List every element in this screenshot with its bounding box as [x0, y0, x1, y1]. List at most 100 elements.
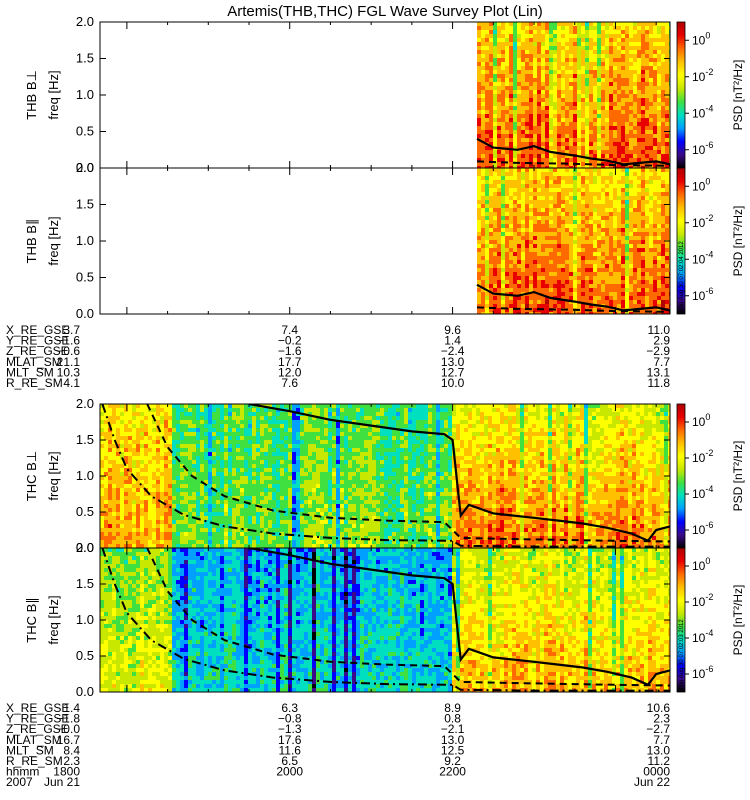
heatmap-cell — [521, 114, 526, 119]
heatmap-cell — [497, 54, 502, 59]
heatmap-cell — [124, 476, 129, 481]
heatmap-cell — [541, 240, 546, 245]
heatmap-cell — [168, 492, 173, 497]
heatmap-cell — [152, 444, 157, 449]
heatmap-cell — [661, 168, 666, 173]
heatmap-cell — [521, 158, 526, 163]
heatmap-cell — [212, 500, 217, 505]
heatmap-cell — [513, 212, 518, 217]
heatmap-cell — [565, 208, 570, 213]
heatmap-cell — [489, 224, 494, 229]
heatmap-cell — [605, 260, 610, 265]
heatmap-cell — [485, 196, 490, 201]
heatmap-cell — [541, 150, 546, 155]
heatmap-cell — [116, 488, 121, 493]
heatmap-cell — [208, 496, 213, 501]
heatmap-cell — [657, 192, 662, 197]
heatmap-cell — [497, 162, 502, 167]
heatmap-cell — [537, 66, 542, 71]
heatmap-cell — [100, 496, 105, 501]
heatmap-cell — [513, 208, 518, 213]
heatmap-cell — [653, 146, 658, 151]
heatmap-cell — [505, 46, 510, 51]
heatmap-cell — [633, 118, 638, 123]
heatmap-cell — [509, 162, 514, 167]
heatmap-cell — [657, 304, 662, 309]
heatmap-cell — [180, 424, 185, 429]
heatmap-cell — [517, 86, 522, 91]
heatmap-cell — [589, 260, 594, 265]
heatmap-cell — [617, 74, 622, 79]
heatmap-cell — [617, 146, 622, 151]
heatmap-cell — [100, 492, 105, 497]
heatmap-cell — [661, 272, 666, 277]
heatmap-cell — [188, 480, 193, 485]
heatmap-cell — [168, 512, 173, 517]
heatmap-cell — [224, 416, 229, 421]
heatmap-cell — [485, 192, 490, 197]
heatmap-cell — [485, 38, 490, 43]
heatmap-cell — [589, 26, 594, 31]
heatmap-cell — [577, 284, 582, 289]
heatmap-cell — [577, 34, 582, 39]
heatmap-cell — [557, 212, 562, 217]
heatmap-cell — [184, 432, 189, 437]
heatmap-cell — [641, 82, 646, 87]
heatmap-cell — [501, 224, 506, 229]
heatmap-cell — [132, 424, 137, 429]
heatmap-cell — [517, 74, 522, 79]
heatmap-cell — [513, 168, 518, 173]
heatmap-cell — [489, 204, 494, 209]
heatmap-cell — [597, 224, 602, 229]
heatmap-cell — [537, 106, 542, 111]
heatmap-cell — [108, 512, 113, 517]
heatmap-cell — [641, 244, 646, 249]
heatmap-cell — [136, 544, 141, 548]
heatmap-cell — [601, 122, 606, 127]
heatmap-cell — [649, 232, 654, 237]
heatmap-cell — [120, 484, 125, 489]
heatmap-cell — [573, 110, 578, 115]
heatmap-cell — [188, 496, 193, 501]
heatmap-cell — [112, 432, 117, 437]
heatmap-cell — [509, 272, 514, 277]
heatmap-cell — [112, 468, 117, 473]
heatmap-cell — [132, 508, 137, 513]
heatmap-cell — [104, 492, 109, 497]
heatmap-cell — [645, 220, 650, 225]
heatmap-cell — [657, 46, 662, 51]
heatmap-cell — [581, 98, 586, 103]
heatmap-cell — [661, 240, 666, 245]
heatmap-cell — [657, 166, 662, 168]
heatmap-cell — [224, 512, 229, 517]
heatmap-cell — [621, 304, 626, 309]
heatmap-cell — [513, 154, 518, 159]
heatmap-cell — [236, 488, 241, 493]
heatmap-cell — [533, 248, 538, 253]
heatmap-cell — [585, 66, 590, 71]
heatmap-cell — [537, 110, 542, 115]
heatmap-cell — [236, 440, 241, 445]
heatmap-cell — [220, 448, 225, 453]
heatmap-cell — [585, 90, 590, 95]
heatmap-cell — [216, 408, 221, 413]
heatmap-cell — [192, 432, 197, 437]
heatmap-cell — [561, 248, 566, 253]
heatmap-cell — [525, 180, 530, 185]
heatmap-cell — [188, 512, 193, 517]
heatmap-cell — [481, 46, 486, 51]
heatmap-cell — [577, 98, 582, 103]
heatmap-cell — [208, 504, 213, 509]
heatmap-cell — [657, 134, 662, 139]
heatmap-cell — [561, 228, 566, 233]
heatmap-cell — [613, 110, 618, 115]
heatmap-cell — [661, 176, 666, 181]
heatmap-cell — [649, 118, 654, 123]
heatmap-cell — [625, 312, 630, 314]
heatmap-cell — [573, 192, 578, 197]
heatmap-cell — [537, 50, 542, 55]
heatmap-cell — [561, 288, 566, 293]
heatmap-cell — [132, 412, 137, 417]
heatmap-cell — [641, 150, 646, 155]
heatmap-cell — [573, 50, 578, 55]
